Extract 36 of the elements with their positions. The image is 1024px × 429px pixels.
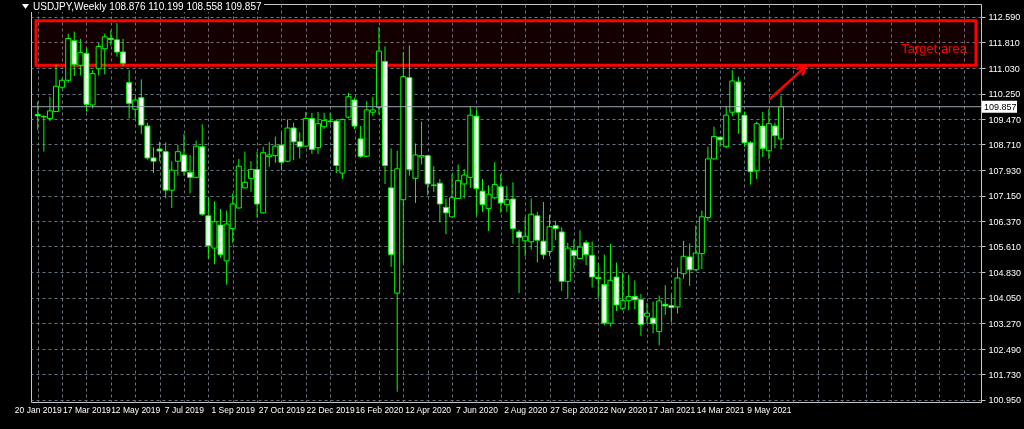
- x-tick-label: 27 Oct 2019: [258, 404, 306, 415]
- x-tick-label: 9 May 2021: [747, 404, 792, 415]
- y-tick-label: 105.610: [988, 241, 1022, 252]
- y-tick-label: 104.830: [988, 267, 1022, 278]
- y-tick-label: 100.950: [988, 395, 1022, 406]
- x-tick-label: 2 Aug 2020: [504, 404, 548, 415]
- y-tick-label: 108.710: [988, 139, 1022, 150]
- y-tick-label: 109.470: [988, 114, 1022, 125]
- y-tick-label: 102.490: [988, 344, 1022, 355]
- x-tick-label: 7 Jun 2020: [455, 404, 499, 415]
- y-tick-label: 112.590: [988, 12, 1021, 23]
- y-tick-label: 111.030: [988, 63, 1020, 74]
- y-tick-label: 107.930: [988, 165, 1022, 176]
- x-tick-label: 17 Jan 2021: [648, 404, 696, 415]
- y-tick-label: 107.150: [988, 191, 1022, 202]
- ref-line-label: 109.857: [984, 101, 1017, 112]
- x-tick-label: 20 Jan 2019: [14, 404, 62, 415]
- x-tick-label: 12 Apr 2020: [405, 404, 452, 415]
- candlestick: [34, 101, 41, 131]
- y-tick-label: 106.370: [988, 216, 1022, 227]
- y-tick-label: 101.730: [988, 369, 1022, 380]
- x-tick-label: 16 Feb 2020: [355, 404, 404, 415]
- x-tick-label: 14 Mar 2021: [696, 404, 745, 415]
- x-tick-label: 22 Dec 2019: [306, 404, 356, 415]
- x-tick-label: 1 Sep 2019: [211, 404, 256, 415]
- x-tick-label: 27 Sep 2020: [550, 404, 599, 415]
- x-tick-label: 7 Jul 2019: [164, 404, 205, 415]
- x-tick-label: 17 Mar 2019: [63, 404, 112, 415]
- chart-title: USDJPY,Weekly 108.876 110.199 108.558 109.857: [33, 1, 262, 12]
- y-tick-label: 111.810: [988, 37, 1020, 48]
- y-tick-label: 110.250: [988, 89, 1021, 100]
- y-tick-label: 104.050: [988, 293, 1022, 304]
- x-tick-label: 22 Nov 2020: [599, 404, 648, 415]
- x-tick-label: 12 May 2019: [111, 404, 161, 415]
- band-label: Target area: [901, 41, 968, 57]
- y-tick-label: 103.270: [988, 318, 1022, 329]
